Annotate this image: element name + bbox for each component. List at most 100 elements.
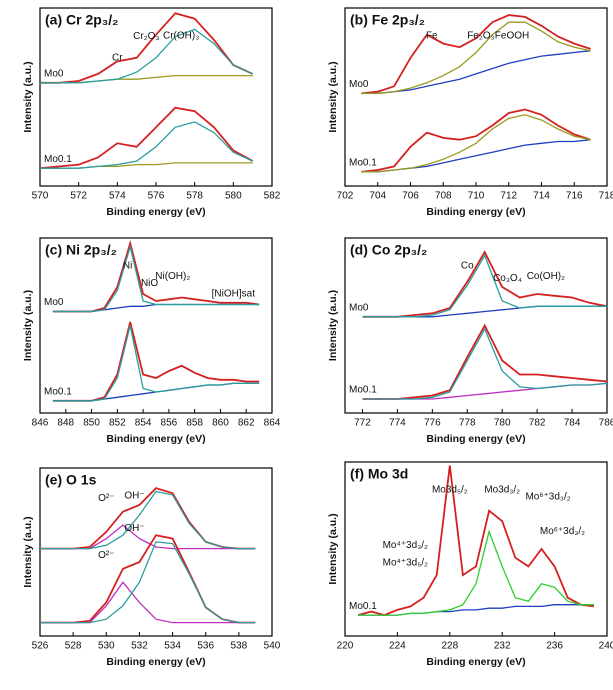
x-tick-label: 780: [494, 418, 511, 429]
peak-label: O²⁻: [98, 550, 114, 561]
x-axis-label: Binding energy (eV): [106, 206, 205, 218]
x-tick-label: 232: [494, 641, 511, 652]
x-tick-label: 224: [389, 641, 406, 652]
peak-label: Mo⁴⁺3d₅/₂: [383, 558, 428, 569]
x-tick-label: 712: [500, 191, 517, 202]
peak-label: OH⁻: [124, 491, 144, 502]
x-tick-label: 702: [337, 191, 354, 202]
x-tick-label: 864: [264, 418, 281, 429]
x-tick-label: 570: [32, 191, 49, 202]
peak-label: O²⁻: [98, 493, 114, 504]
peak-label: Mo⁶⁺3d₃/₂: [525, 491, 570, 502]
spectrum-curve: [40, 541, 256, 624]
spectrum-curve: [358, 529, 594, 616]
sample-label: Mo0.1: [44, 154, 72, 165]
y-axis-label: Intensity (a.u.): [22, 516, 34, 587]
peak-label: Fe: [426, 31, 438, 42]
plot-frame: [39, 467, 273, 637]
y-axis-label: Intensity (a.u.): [22, 290, 34, 361]
peak-label: Mo⁶⁺3d₃/₂: [540, 526, 585, 537]
x-tick-label: 852: [109, 418, 126, 429]
x-tick-label: 862: [238, 418, 255, 429]
x-tick-label: 580: [225, 191, 242, 202]
x-tick-label: 716: [566, 191, 583, 202]
spectrum-curve: [362, 323, 608, 400]
x-tick-label: 858: [186, 418, 203, 429]
spectrum-curve: [40, 490, 256, 550]
y-axis-label: Intensity (a.u.): [327, 290, 339, 361]
x-tick-label: 782: [529, 418, 546, 429]
peak-label: Cr: [112, 52, 123, 63]
x-tick-label: 860: [212, 418, 229, 429]
x-tick-label: 708: [435, 191, 452, 202]
peak-label: Co(OH)₂: [527, 271, 565, 282]
x-tick-label: 856: [161, 418, 178, 429]
x-tick-label: 848: [57, 418, 74, 429]
plot-frame: [39, 237, 273, 414]
spectrum-curve: [362, 250, 608, 318]
spectrum-curve: [40, 121, 253, 169]
spectrum-curve: [362, 327, 608, 400]
spectrum-curve: [361, 108, 591, 173]
x-tick-label: 846: [32, 418, 49, 429]
sample-label: Mo0.1: [349, 601, 377, 612]
panel-title: (f) Mo 3d: [350, 466, 408, 482]
x-tick-label: 528: [65, 641, 82, 652]
sample-label: Mo0: [349, 79, 369, 90]
peak-label: Mo3d₅/₂: [432, 485, 468, 496]
peak-label: Fe₂O₃: [467, 31, 494, 42]
plot-frame: [344, 237, 608, 414]
panel-title: (a) Cr 2p₃/₂: [45, 12, 118, 28]
panel-title: (b) Fe 2p₃/₂: [350, 12, 425, 28]
peak-label: Cr(OH)₃: [163, 31, 199, 42]
y-axis-label: Intensity (a.u.): [327, 513, 339, 584]
sample-label: Mo0: [349, 302, 369, 313]
peak-label: Cr₂O₃: [133, 31, 159, 42]
sample-label: Mo0.1: [44, 386, 72, 397]
x-tick-label: 538: [231, 641, 248, 652]
x-tick-label: 850: [83, 418, 100, 429]
peak-label: FeOOH: [495, 31, 529, 42]
x-tick-label: 534: [164, 641, 181, 652]
x-tick-label: 536: [197, 641, 214, 652]
x-tick-label: 706: [402, 191, 419, 202]
sample-label: Mo0: [44, 297, 64, 308]
spectrum-curve: [52, 321, 260, 402]
peak-label: [NiOH]sat: [212, 289, 256, 300]
x-tick-label: 236: [546, 641, 563, 652]
spectrum-curve: [40, 12, 254, 84]
x-tick-label: 778: [459, 418, 476, 429]
x-tick-label: 228: [441, 641, 458, 652]
sample-label: Mo0.1: [349, 157, 377, 168]
panel-title: (d) Co 2p₃/₂: [350, 242, 427, 258]
spectrum-curve: [361, 139, 591, 173]
x-tick-label: 710: [468, 191, 485, 202]
peak-label: OH⁻: [124, 523, 144, 534]
x-tick-label: 718: [599, 191, 613, 202]
x-tick-label: 714: [533, 191, 550, 202]
x-tick-label: 774: [389, 418, 406, 429]
x-tick-label: 240: [599, 641, 613, 652]
spectrum-curve: [52, 303, 260, 313]
peak-label: Co₃O₄: [493, 273, 522, 284]
x-tick-label: 532: [131, 641, 148, 652]
peak-label: NiO: [141, 278, 158, 289]
plot-frame: [344, 461, 608, 637]
x-tick-label: 704: [369, 191, 386, 202]
x-axis-label: Binding energy (eV): [426, 433, 525, 445]
spectrum-curve: [362, 254, 607, 318]
x-tick-label: 582: [264, 191, 281, 202]
panel-title: (c) Ni 2p₃/₂: [45, 242, 117, 258]
x-tick-label: 574: [109, 191, 126, 202]
x-axis-label: Binding energy (eV): [106, 433, 205, 445]
x-tick-label: 220: [337, 641, 354, 652]
y-axis-label: Intensity (a.u.): [22, 61, 34, 132]
y-axis-label: Intensity (a.u.): [327, 61, 339, 132]
spectrum-curve: [362, 305, 607, 318]
x-axis-label: Binding energy (eV): [106, 656, 205, 668]
sample-label: Mo0.1: [349, 385, 377, 396]
spectrum-curve: [361, 21, 591, 95]
x-tick-label: 784: [564, 418, 581, 429]
